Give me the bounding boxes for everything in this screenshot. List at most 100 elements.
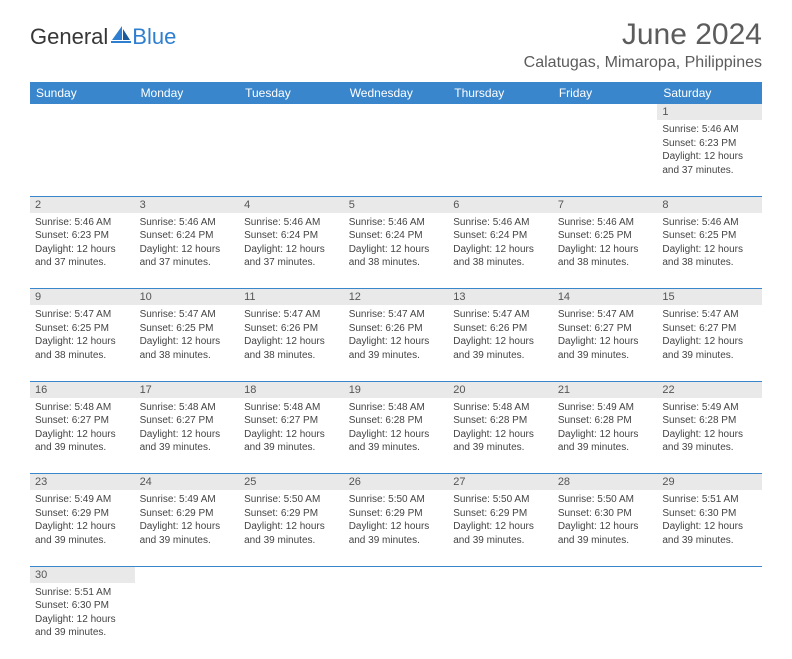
day-number	[657, 566, 762, 583]
day-cell: Sunrise: 5:47 AMSunset: 6:27 PMDaylight:…	[657, 305, 762, 381]
day-number	[30, 104, 135, 120]
day-cell: Sunrise: 5:49 AMSunset: 6:28 PMDaylight:…	[553, 398, 658, 474]
day-number: 10	[135, 289, 240, 306]
day-number	[135, 566, 240, 583]
day-cell: Sunrise: 5:47 AMSunset: 6:26 PMDaylight:…	[344, 305, 449, 381]
daynum-row: 16171819202122	[30, 381, 762, 398]
day-details: Sunrise: 5:47 AMSunset: 6:25 PMDaylight:…	[35, 308, 130, 362]
day-number: 2	[30, 196, 135, 213]
day-cell	[448, 120, 553, 196]
day-details: Sunrise: 5:50 AMSunset: 6:29 PMDaylight:…	[244, 493, 339, 547]
daynum-row: 1	[30, 104, 762, 120]
day-cell: Sunrise: 5:49 AMSunset: 6:29 PMDaylight:…	[30, 490, 135, 566]
daynum-row: 9101112131415	[30, 289, 762, 306]
day-number: 12	[344, 289, 449, 306]
day-number: 14	[553, 289, 658, 306]
day-details: Sunrise: 5:48 AMSunset: 6:27 PMDaylight:…	[35, 401, 130, 455]
day-number: 19	[344, 381, 449, 398]
day-number: 18	[239, 381, 344, 398]
day-details: Sunrise: 5:46 AMSunset: 6:23 PMDaylight:…	[662, 123, 757, 177]
day-cell	[657, 583, 762, 659]
day-cell	[30, 120, 135, 196]
day-details: Sunrise: 5:47 AMSunset: 6:26 PMDaylight:…	[453, 308, 548, 362]
day-number: 27	[448, 474, 553, 491]
daynum-row: 23242526272829	[30, 474, 762, 491]
day-number: 22	[657, 381, 762, 398]
day-details: Sunrise: 5:49 AMSunset: 6:28 PMDaylight:…	[662, 401, 757, 455]
weekday-header: Friday	[553, 82, 658, 104]
day-details: Sunrise: 5:46 AMSunset: 6:25 PMDaylight:…	[662, 216, 757, 270]
weekday-header: Monday	[135, 82, 240, 104]
day-cell: Sunrise: 5:51 AMSunset: 6:30 PMDaylight:…	[657, 490, 762, 566]
day-details: Sunrise: 5:48 AMSunset: 6:28 PMDaylight:…	[349, 401, 444, 455]
day-cell: Sunrise: 5:46 AMSunset: 6:23 PMDaylight:…	[657, 120, 762, 196]
weekday-header: Sunday	[30, 82, 135, 104]
day-content-row: Sunrise: 5:49 AMSunset: 6:29 PMDaylight:…	[30, 490, 762, 566]
day-details: Sunrise: 5:46 AMSunset: 6:25 PMDaylight:…	[558, 216, 653, 270]
day-cell: Sunrise: 5:50 AMSunset: 6:29 PMDaylight:…	[448, 490, 553, 566]
day-cell: Sunrise: 5:47 AMSunset: 6:26 PMDaylight:…	[448, 305, 553, 381]
day-details: Sunrise: 5:47 AMSunset: 6:26 PMDaylight:…	[244, 308, 339, 362]
day-number	[448, 104, 553, 120]
day-number: 28	[553, 474, 658, 491]
day-number	[344, 104, 449, 120]
day-cell: Sunrise: 5:50 AMSunset: 6:29 PMDaylight:…	[344, 490, 449, 566]
day-details: Sunrise: 5:46 AMSunset: 6:23 PMDaylight:…	[35, 216, 130, 270]
day-number	[553, 104, 658, 120]
weekday-header: Tuesday	[239, 82, 344, 104]
day-details: Sunrise: 5:48 AMSunset: 6:27 PMDaylight:…	[244, 401, 339, 455]
day-number	[239, 104, 344, 120]
day-details: Sunrise: 5:46 AMSunset: 6:24 PMDaylight:…	[453, 216, 548, 270]
day-content-row: Sunrise: 5:47 AMSunset: 6:25 PMDaylight:…	[30, 305, 762, 381]
sail-icon	[110, 24, 134, 50]
day-cell: Sunrise: 5:47 AMSunset: 6:25 PMDaylight:…	[30, 305, 135, 381]
day-details: Sunrise: 5:50 AMSunset: 6:29 PMDaylight:…	[453, 493, 548, 547]
day-cell: Sunrise: 5:47 AMSunset: 6:26 PMDaylight:…	[239, 305, 344, 381]
weekday-header-row: Sunday Monday Tuesday Wednesday Thursday…	[30, 82, 762, 104]
day-details: Sunrise: 5:46 AMSunset: 6:24 PMDaylight:…	[349, 216, 444, 270]
day-cell: Sunrise: 5:50 AMSunset: 6:29 PMDaylight:…	[239, 490, 344, 566]
day-content-row: Sunrise: 5:48 AMSunset: 6:27 PMDaylight:…	[30, 398, 762, 474]
calendar-table: Sunday Monday Tuesday Wednesday Thursday…	[30, 82, 762, 659]
day-number: 3	[135, 196, 240, 213]
weekday-header: Thursday	[448, 82, 553, 104]
day-cell	[344, 583, 449, 659]
day-details: Sunrise: 5:50 AMSunset: 6:29 PMDaylight:…	[349, 493, 444, 547]
day-number: 9	[30, 289, 135, 306]
day-details: Sunrise: 5:49 AMSunset: 6:28 PMDaylight:…	[558, 401, 653, 455]
daynum-row: 2345678	[30, 196, 762, 213]
day-number	[344, 566, 449, 583]
day-details: Sunrise: 5:47 AMSunset: 6:27 PMDaylight:…	[558, 308, 653, 362]
day-details: Sunrise: 5:49 AMSunset: 6:29 PMDaylight:…	[140, 493, 235, 547]
day-details: Sunrise: 5:48 AMSunset: 6:27 PMDaylight:…	[140, 401, 235, 455]
day-cell: Sunrise: 5:48 AMSunset: 6:27 PMDaylight:…	[135, 398, 240, 474]
day-cell	[448, 583, 553, 659]
day-number	[239, 566, 344, 583]
day-cell: Sunrise: 5:49 AMSunset: 6:28 PMDaylight:…	[657, 398, 762, 474]
day-cell: Sunrise: 5:47 AMSunset: 6:27 PMDaylight:…	[553, 305, 658, 381]
day-cell: Sunrise: 5:47 AMSunset: 6:25 PMDaylight:…	[135, 305, 240, 381]
day-cell	[344, 120, 449, 196]
day-cell: Sunrise: 5:46 AMSunset: 6:25 PMDaylight:…	[657, 213, 762, 289]
day-number: 4	[239, 196, 344, 213]
day-details: Sunrise: 5:49 AMSunset: 6:29 PMDaylight:…	[35, 493, 130, 547]
day-cell	[239, 120, 344, 196]
logo-text-2: Blue	[132, 24, 176, 50]
day-number: 8	[657, 196, 762, 213]
day-content-row: Sunrise: 5:51 AMSunset: 6:30 PMDaylight:…	[30, 583, 762, 659]
day-cell: Sunrise: 5:46 AMSunset: 6:24 PMDaylight:…	[448, 213, 553, 289]
day-details: Sunrise: 5:48 AMSunset: 6:28 PMDaylight:…	[453, 401, 548, 455]
day-number: 1	[657, 104, 762, 120]
day-number: 7	[553, 196, 658, 213]
day-details: Sunrise: 5:46 AMSunset: 6:24 PMDaylight:…	[244, 216, 339, 270]
day-details: Sunrise: 5:47 AMSunset: 6:26 PMDaylight:…	[349, 308, 444, 362]
day-content-row: Sunrise: 5:46 AMSunset: 6:23 PMDaylight:…	[30, 213, 762, 289]
day-cell: Sunrise: 5:48 AMSunset: 6:27 PMDaylight:…	[239, 398, 344, 474]
day-number: 30	[30, 566, 135, 583]
day-number: 6	[448, 196, 553, 213]
day-cell	[135, 120, 240, 196]
day-cell: Sunrise: 5:51 AMSunset: 6:30 PMDaylight:…	[30, 583, 135, 659]
header: General Blue June 2024 Calatugas, Mimaro…	[30, 18, 762, 72]
day-number	[448, 566, 553, 583]
day-number: 16	[30, 381, 135, 398]
